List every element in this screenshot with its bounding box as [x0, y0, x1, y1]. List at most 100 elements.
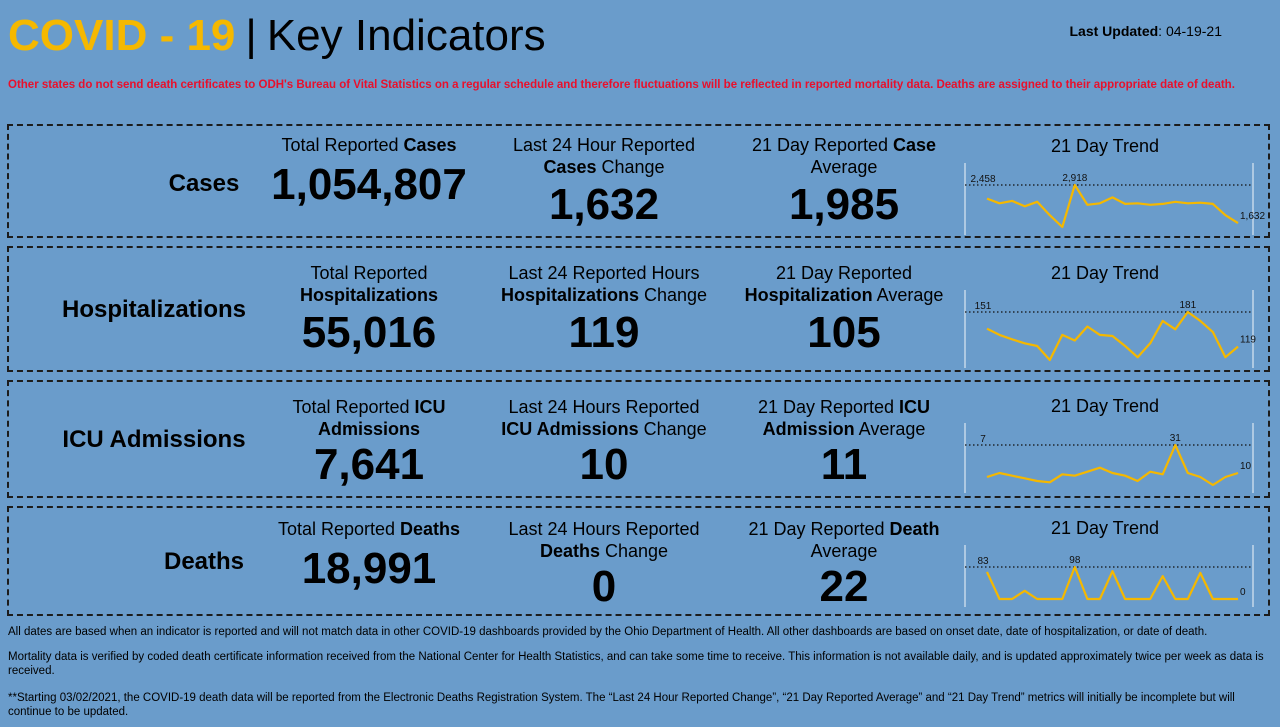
trend-icu-admissions-chart: 7 31 10	[964, 423, 1254, 493]
total-deaths-header-text: Total Reported	[277, 519, 401, 539]
total-cases: Total Reported Cases 1,054,807	[239, 134, 499, 208]
cases-average: 21 Day Reported Case Average 1,985	[719, 134, 969, 228]
deaths-average-header-text: 21 Day Reported	[748, 519, 890, 539]
hospitalizations-change-header-line1: Last 24 Reported Hours	[508, 263, 700, 283]
deaths-change-header-line1: Last 24 Hours Reported	[508, 519, 700, 539]
deaths-average: 21 Day Reported Death Average 22	[719, 518, 969, 610]
hospitalizations-average-header: 21 Day Reported Hospitalization Average	[719, 262, 969, 306]
trend-deaths-title: 21 Day Trend	[1050, 518, 1160, 538]
trend-label-first: 2,458	[970, 174, 995, 185]
icu-admissions-average-header-post: Average	[854, 419, 926, 439]
icu-admissions-change: Last 24 Hours Reported ICU Admissions Cha…	[479, 396, 729, 488]
icu-admissions-change-header-line1: Last 24 Hours Reported	[508, 397, 700, 417]
icu-admissions-average: 21 Day Reported ICU Admission Average 11	[719, 396, 969, 488]
trend-label-peak: 31	[1170, 433, 1182, 444]
trend-label-peak: 2,918	[1062, 173, 1087, 184]
total-cases-header: Total Reported Cases	[239, 134, 499, 156]
trend-label-first: 83	[977, 556, 989, 567]
title-covid: COVID - 19	[8, 11, 236, 60]
panel-icu-admissions: ICU Admissions Total Reported ICU Admissi…	[7, 380, 1270, 498]
trend-label-last: 1,632	[1240, 211, 1265, 222]
deaths-average-header-bold: Death	[889, 519, 940, 539]
hospitalizations-change-header: Last 24 Reported Hours Hospitalizations C…	[479, 262, 729, 306]
cases-change: Last 24 Hour Reported Cases Change 1,632	[479, 134, 729, 228]
trend-hospitalizations: 21 Day Trend 151 181 119	[955, 262, 1256, 372]
mortality-notice: Other states do not send death certifica…	[8, 79, 1235, 91]
hospitalizations-change: Last 24 Reported Hours Hospitalizations C…	[479, 262, 729, 356]
trend-label-last: 119	[1240, 335, 1256, 346]
trend-label-first: 151	[975, 301, 992, 312]
cases-average-header: 21 Day Reported Case Average	[719, 134, 969, 178]
hospitalizations-average-value: 105	[807, 308, 881, 357]
trend-label-peak: 98	[1069, 555, 1081, 566]
hospitalizations-average: 21 Day Reported Hospitalization Average 1…	[719, 262, 969, 356]
last-updated-value: : 04-19-21	[1158, 23, 1222, 39]
deaths-average-header-line2: Average	[810, 541, 878, 561]
total-icu-admissions-header: Total Reported ICU Admissions	[239, 396, 499, 440]
hospitalizations-average-header-bold: Hospitalization	[744, 285, 873, 305]
total-icu-admissions-header-text: Total Reported	[292, 397, 415, 417]
title-separator: |	[245, 11, 257, 60]
deaths-change: Last 24 Hours Reported Deaths Change 0	[479, 518, 729, 610]
cases-change-header-bold: Cases	[543, 157, 597, 177]
trend-label-last: 10	[1240, 461, 1252, 472]
total-cases-header-text: Total Reported	[281, 135, 404, 155]
icu-admissions-average-header-bold: ICU	[899, 397, 931, 417]
deaths-change-header-post: Change	[599, 541, 669, 561]
total-hospitalizations-header-bold: Hospitalizations	[299, 285, 438, 305]
trend-label-last: 0	[1240, 587, 1246, 598]
panel-deaths: Deaths Total Reported Deaths 18,991 Last…	[7, 506, 1270, 616]
total-hospitalizations: Total Reported Hospitalizations 55,016	[239, 262, 499, 356]
deaths-average-header: 21 Day Reported Death Average	[719, 518, 969, 562]
row-label-hospitalizations: Hospitalizations	[61, 296, 247, 323]
cases-change-header-line1: Last 24 Hour Reported	[512, 135, 696, 155]
cases-average-header-line2: Average	[810, 157, 878, 177]
total-deaths-value: 18,991	[301, 544, 437, 593]
cases-change-value: 1,632	[548, 180, 660, 229]
deaths-change-header: Last 24 Hours Reported Deaths Change	[479, 518, 729, 562]
trend-cases: 21 Day Trend 2,458 2,918 1,632	[955, 135, 1265, 235]
total-hospitalizations-header-text: Total Reported	[310, 263, 428, 283]
total-cases-header-bold: Cases	[403, 135, 457, 155]
icu-admissions-change-header-post: Change	[638, 419, 707, 439]
deaths-change-header-bold: Deaths	[539, 541, 600, 561]
hospitalizations-change-header-post: Change	[638, 285, 708, 305]
icu-admissions-change-value: 10	[579, 440, 629, 489]
trend-series-line	[986, 443, 1239, 487]
cases-change-header-post: Change	[596, 157, 665, 177]
icu-admissions-average-value: 11	[820, 440, 868, 489]
total-deaths-header: Total Reported Deaths	[239, 518, 499, 540]
total-cases-value: 1,054,807	[271, 160, 467, 209]
icu-admissions-change-header-bold: ICU Admissions	[501, 419, 639, 439]
total-icu-admissions-header-bold: ICU	[414, 397, 446, 417]
cases-average-value: 1,985	[788, 180, 900, 229]
last-updated: Last Updated: 04-19-21	[1069, 23, 1222, 39]
cases-average-header-text: 21 Day Reported	[751, 135, 894, 155]
icu-admissions-average-header-bold2: Admission	[762, 419, 855, 439]
trend-series-line	[986, 565, 1238, 601]
deaths-change-value: 0	[591, 562, 617, 611]
trend-deaths-chart: 83 98 0	[964, 545, 1254, 607]
icu-admissions-change-header: Last 24 Hours Reported ICU Admissions Cha…	[479, 396, 729, 440]
row-label-icu-admissions: ICU Admissions	[62, 426, 246, 453]
page-title: COVID - 19 | Key Indicators	[8, 8, 546, 64]
panel-hospitalizations: Hospitalizations Total Reported Hospitali…	[7, 246, 1270, 372]
trend-series-line	[986, 183, 1239, 229]
hospitalizations-average-header-post: Average	[872, 285, 944, 305]
icu-admissions-average-header-text: 21 Day Reported	[757, 397, 900, 417]
icu-admissions-average-header: 21 Day Reported ICU Admission Average	[719, 396, 969, 440]
hospitalizations-change-value: 119	[568, 308, 640, 357]
trend-icu-admissions-title: 21 Day Trend	[1050, 396, 1160, 416]
title-key-indicators: Key Indicators	[266, 11, 546, 60]
total-hospitalizations-value: 55,016	[301, 308, 437, 357]
hospitalizations-change-header-bold: Hospitalizations	[500, 285, 639, 305]
trend-label-first: 7	[980, 434, 986, 445]
hospitalizations-average-header-text: 21 Day Reported	[775, 263, 913, 283]
trend-icu-admissions: 21 Day Trend 7 31 10	[955, 395, 1255, 495]
trend-hospitalizations-title: 21 Day Trend	[1050, 263, 1160, 283]
total-icu-admissions-value: 7,641	[313, 440, 425, 489]
total-deaths-header-bold: Deaths	[400, 519, 461, 539]
deaths-average-value: 22	[819, 562, 869, 611]
cases-average-header-bold: Case	[893, 135, 937, 155]
footer-note-edrs: **Starting 03/02/2021, the COVID-19 deat…	[8, 692, 1235, 718]
